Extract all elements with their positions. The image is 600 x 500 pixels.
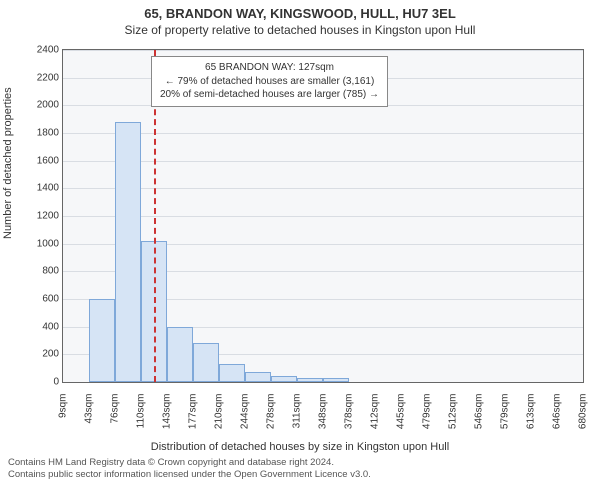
page-title-line1: 65, BRANDON WAY, KINGSWOOD, HULL, HU7 3E… [0,6,600,21]
annotation-line3: 20% of semi-detached houses are larger (… [160,88,379,102]
x-tick-label: 680sqm [578,394,589,430]
x-tick-label: 348sqm [318,394,329,430]
x-tick-label: 278sqm [266,394,277,430]
x-tick-label: 9sqm [58,394,69,418]
histogram-bar [245,372,270,382]
y-tick-label: 200 [42,349,59,360]
y-tick-label: 1200 [37,211,59,222]
x-tick-label: 76sqm [110,394,121,424]
annotation-line2: ← 79% of detached houses are smaller (3,… [160,75,379,89]
x-tick-label: 613sqm [526,394,537,430]
histogram-bar [297,378,322,382]
footer-line1: Contains HM Land Registry data © Crown c… [8,457,592,469]
gridline [63,188,583,189]
gridline [63,216,583,217]
x-tick-label: 646sqm [552,394,563,430]
histogram-bar [271,376,296,382]
x-tick-label: 445sqm [396,394,407,430]
footer-line2: Contains public sector information licen… [8,469,592,481]
gridline [63,50,583,51]
x-tick-label: 412sqm [370,394,381,430]
histogram-bar [167,327,192,382]
y-tick-label: 2200 [37,72,59,83]
x-tick-label: 479sqm [422,394,433,430]
y-tick-label: 2400 [37,45,59,56]
x-tick-label: 512sqm [448,394,459,430]
x-tick-label: 244sqm [240,394,251,430]
chart-container: Number of detached properties 0200400600… [0,39,600,439]
annotation-box: 65 BRANDON WAY: 127sqm ← 79% of detached… [151,56,388,107]
y-tick-label: 2000 [37,100,59,111]
y-tick-label: 1800 [37,128,59,139]
y-axis-label: Number of detached properties [2,87,14,239]
x-tick-label: 378sqm [344,394,355,430]
footer: Contains HM Land Registry data © Crown c… [0,453,600,482]
y-tick-label: 0 [53,377,59,388]
x-tick-label: 177sqm [188,394,199,430]
x-tick-label: 143sqm [162,394,173,430]
histogram-bar [193,343,218,382]
plot-area: 0200400600800100012001400160018002000220… [62,49,584,383]
x-tick-label: 43sqm [84,394,95,424]
y-tick-label: 1600 [37,155,59,166]
gridline [63,133,583,134]
x-tick-label: 110sqm [136,394,147,429]
y-tick-label: 1000 [37,238,59,249]
gridline [63,161,583,162]
histogram-bar [323,378,348,382]
y-tick-label: 800 [42,266,59,277]
y-tick-label: 600 [42,294,59,305]
annotation-line1: 65 BRANDON WAY: 127sqm [160,61,379,75]
x-tick-label: 579sqm [500,394,511,430]
x-tick-label: 311sqm [292,394,303,429]
x-tick-label: 210sqm [214,394,225,430]
page-title-line2: Size of property relative to detached ho… [0,23,600,37]
x-tick-label: 546sqm [474,394,485,430]
y-tick-label: 1400 [37,183,59,194]
x-axis-label: Distribution of detached houses by size … [0,441,600,453]
histogram-bar [115,122,140,382]
histogram-bar [89,299,114,382]
histogram-bar [219,364,244,382]
y-tick-label: 400 [42,321,59,332]
